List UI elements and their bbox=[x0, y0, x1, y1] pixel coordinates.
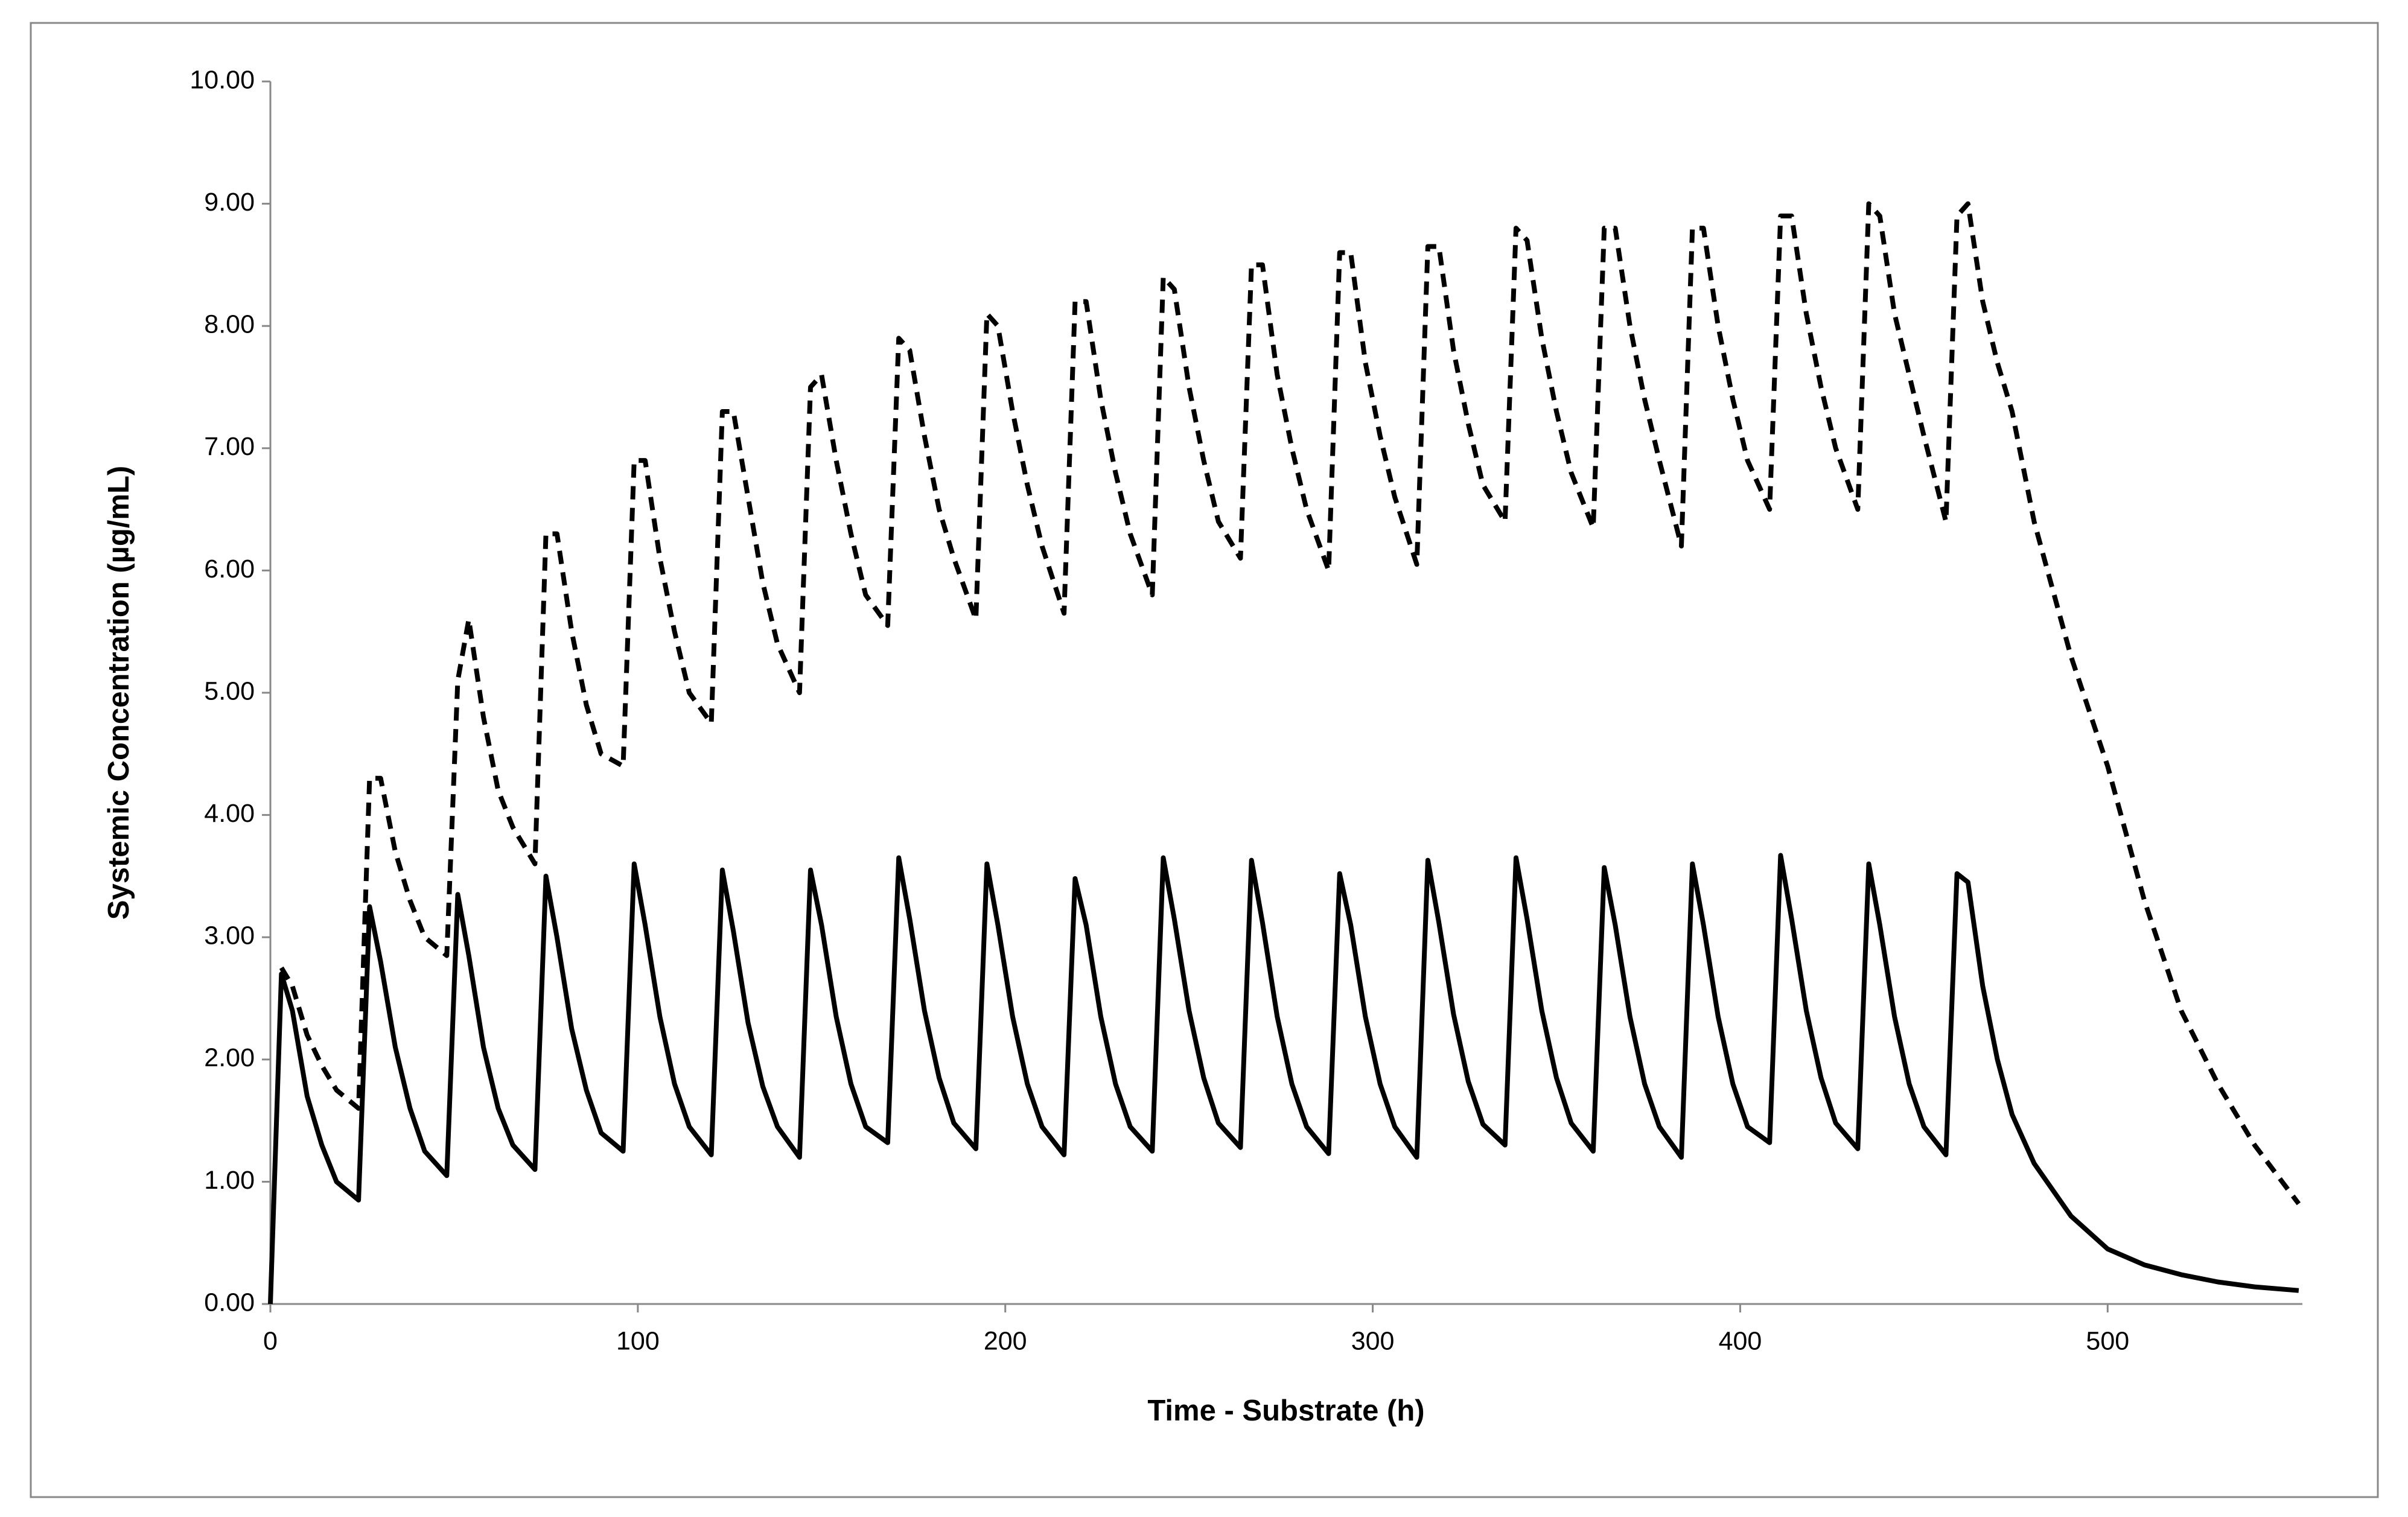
y-tick-label: 3.00 bbox=[204, 921, 255, 950]
x-tick-label: 0 bbox=[263, 1326, 278, 1355]
y-tick-label: 5.00 bbox=[204, 676, 255, 705]
x-tick-label: 100 bbox=[616, 1326, 660, 1355]
series-line bbox=[279, 201, 2301, 1206]
y-tick-label: 0.00 bbox=[204, 1288, 255, 1317]
series-line bbox=[268, 853, 2299, 1305]
y-tick-label: 8.00 bbox=[204, 310, 255, 339]
y-axis-title: Systemic Concentration (µg/mL) bbox=[103, 466, 135, 920]
y-tick-label: 7.00 bbox=[204, 432, 255, 461]
x-tick-label: 400 bbox=[1719, 1326, 1762, 1355]
y-tick-label: 2.00 bbox=[204, 1043, 255, 1072]
y-tick-label: 6.00 bbox=[204, 555, 255, 584]
chart-border bbox=[30, 22, 2379, 1498]
x-tick-label: 500 bbox=[2086, 1326, 2129, 1355]
x-axis-title: Time - Substrate (h) bbox=[1147, 1395, 1424, 1427]
y-tick-label: 1.00 bbox=[204, 1166, 255, 1195]
y-tick-label: 9.00 bbox=[204, 188, 255, 217]
x-tick-label: 200 bbox=[984, 1326, 1027, 1355]
x-tick-label: 300 bbox=[1351, 1326, 1395, 1355]
y-tick-label: 10.00 bbox=[190, 65, 255, 94]
y-tick-label: 4.00 bbox=[204, 799, 255, 828]
